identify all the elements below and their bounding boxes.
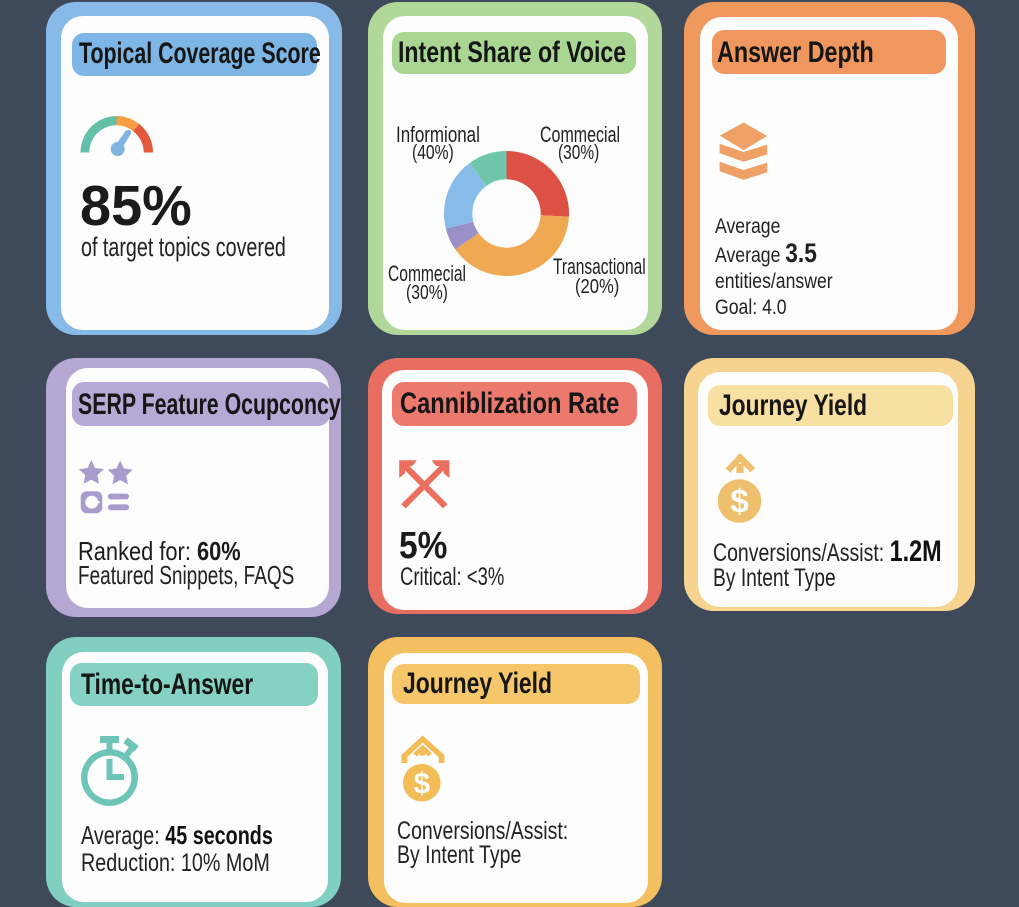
svg-text:$: $ <box>730 483 748 520</box>
svg-text:$: $ <box>413 767 430 800</box>
